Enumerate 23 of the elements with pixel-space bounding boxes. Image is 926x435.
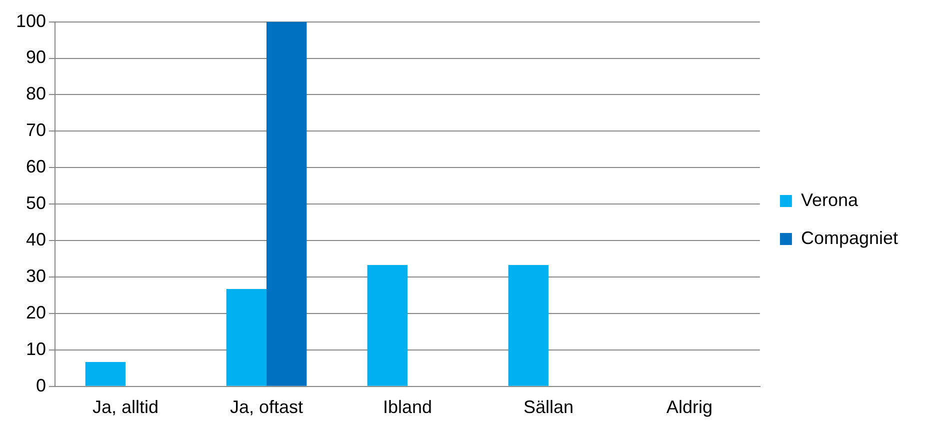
x-tick-label: Ja, alltid xyxy=(92,397,159,418)
y-tick-label: 50 xyxy=(26,193,46,214)
y-tick-label: 30 xyxy=(26,266,46,286)
legend-label: Compagniet xyxy=(800,228,898,248)
bar xyxy=(226,289,267,386)
y-tick-label: 100 xyxy=(16,10,46,31)
y-tick-label: 20 xyxy=(26,302,46,322)
x-tick-label: Ja, oftast xyxy=(230,397,304,418)
legend-label: Verona xyxy=(800,190,859,210)
y-tick-label: 10 xyxy=(26,338,46,359)
x-tick-label: Aldrig xyxy=(666,397,712,418)
y-tick-label: 0 xyxy=(36,375,46,396)
y-tick-label: 80 xyxy=(26,84,46,104)
bar xyxy=(266,22,307,386)
y-tick-label: 40 xyxy=(26,230,46,250)
bar xyxy=(508,264,548,386)
y-tick-label: 70 xyxy=(26,120,46,140)
x-tick-label: Ibland xyxy=(382,397,432,418)
y-tick-label: 90 xyxy=(26,47,46,68)
x-tick-label: Sällan xyxy=(523,397,574,418)
y-tick-label: 60 xyxy=(26,156,46,177)
bar xyxy=(85,362,126,386)
bar xyxy=(367,264,408,386)
